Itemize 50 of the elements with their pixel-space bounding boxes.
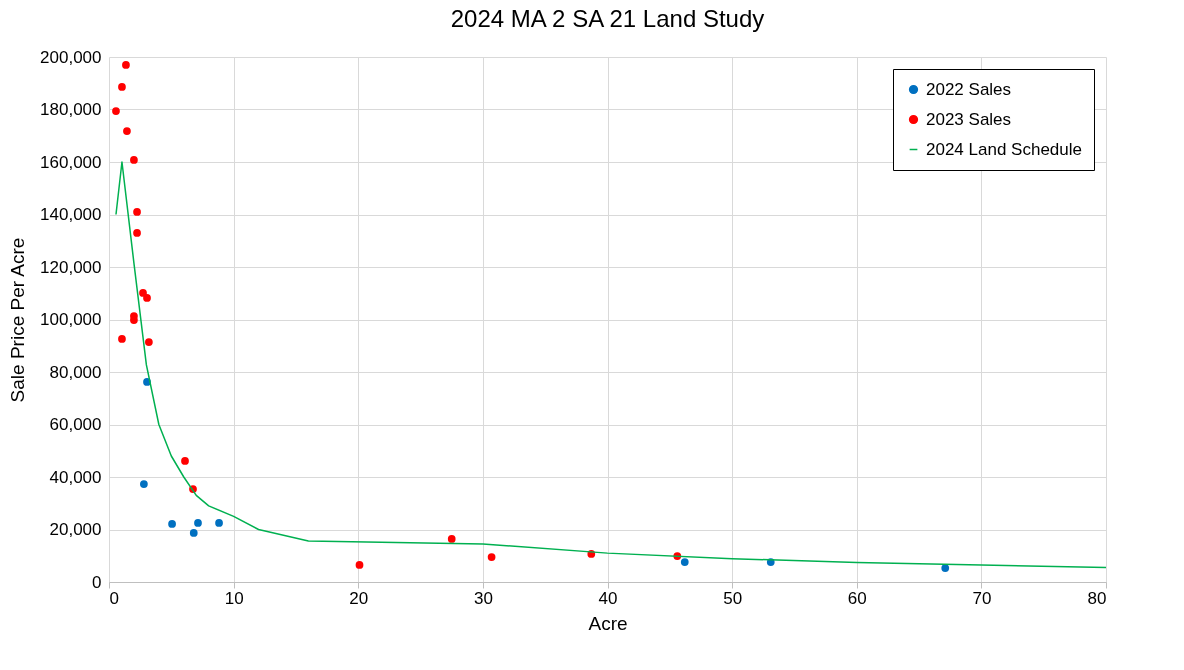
y-tick-label: 60,000 [49, 415, 102, 434]
point [123, 127, 131, 135]
x-tick-label: 0 [109, 588, 119, 608]
y-axis-title: Sale Price Per Acre [7, 237, 29, 403]
point [355, 561, 364, 569]
point [194, 519, 202, 527]
point [118, 83, 126, 91]
y-tick-label: 180,000 [40, 100, 102, 119]
point [680, 558, 689, 566]
legend-label: 2022 Sales [926, 79, 1012, 99]
point [181, 457, 189, 465]
x-tick-label: 10 [224, 588, 244, 608]
point [118, 335, 126, 343]
point [941, 564, 950, 572]
point [133, 229, 141, 237]
line-series [115, 161, 1107, 569]
point [447, 535, 456, 543]
y-tick-label: 160,000 [40, 152, 102, 172]
point [130, 156, 138, 164]
x-tick-label: 60 [847, 588, 867, 608]
x-axis-title: Acre [588, 612, 628, 634]
y-tick-label: 40,000 [49, 467, 102, 487]
point [112, 107, 120, 115]
y-tick-label: 200,000 [40, 47, 102, 67]
y-tick-label: 140,000 [40, 205, 102, 224]
point [487, 553, 496, 561]
point [139, 289, 147, 297]
x-tick-label: 40 [598, 588, 618, 608]
point [145, 338, 153, 346]
chart-title: 2024 MA 2 SA 21 Land Study [450, 5, 765, 32]
x-tick-label: 70 [972, 588, 992, 608]
y-tick-label: 80,000 [49, 362, 102, 382]
point [122, 61, 130, 69]
point [130, 316, 138, 324]
x-tick-label: 30 [473, 588, 493, 608]
point [168, 520, 176, 528]
y-tick-label: 100,000 [40, 310, 102, 329]
point [140, 480, 148, 488]
x-tick-label: 80 [1087, 588, 1107, 608]
point [215, 519, 223, 527]
y-tick-label: 0 [92, 572, 102, 592]
y-tick-label: 120,000 [40, 257, 102, 277]
point [143, 294, 151, 302]
legend-label: 2024 Land Schedule [926, 139, 1082, 159]
x-tick-label: 20 [349, 588, 369, 608]
legend-label: 2023 Sales [926, 109, 1012, 129]
point [133, 208, 141, 216]
x-tick-label: 50 [723, 588, 743, 608]
point [189, 529, 198, 537]
y-tick-label: 20,000 [49, 520, 102, 539]
